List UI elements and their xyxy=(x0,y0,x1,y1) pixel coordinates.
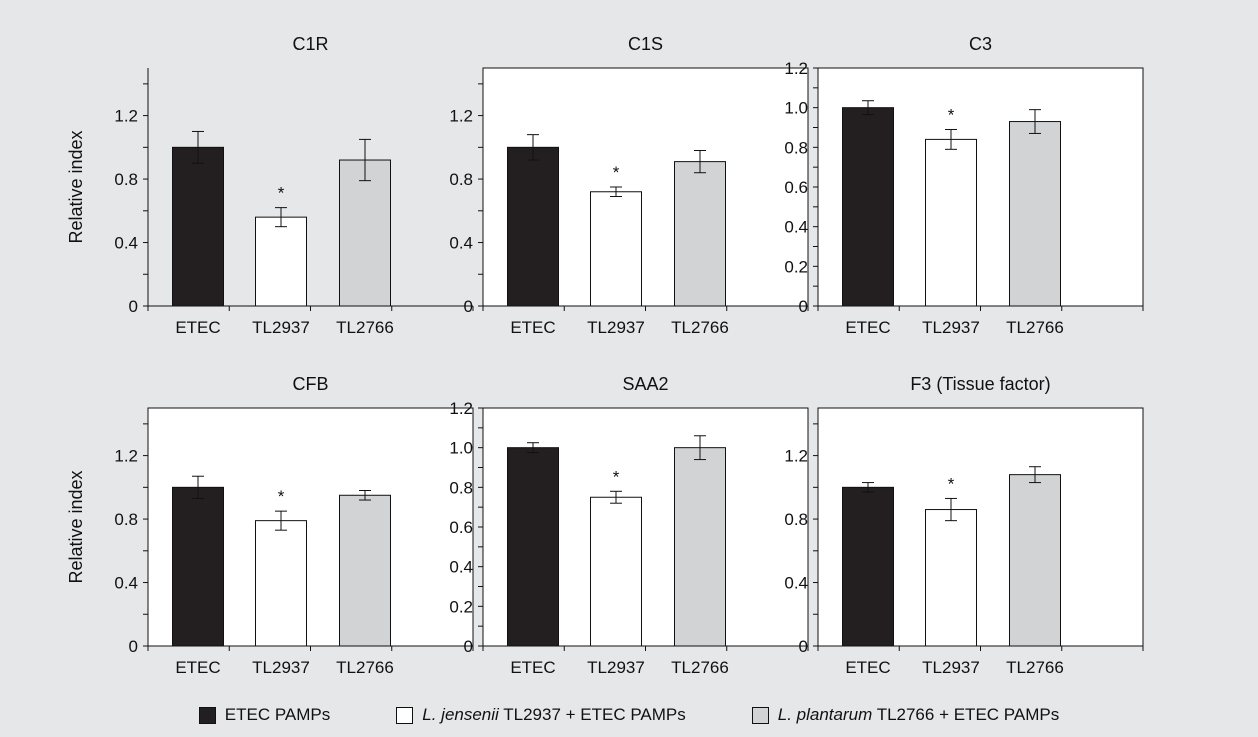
legend-species-tl2937: L. jensenii xyxy=(422,705,499,724)
bar-etec xyxy=(507,447,559,647)
legend-item-tl2766: L. plantarum TL2766 + ETEC PAMPs xyxy=(751,705,1060,725)
category-label: ETEC xyxy=(175,318,220,337)
y-tick-label: 0.4 xyxy=(449,234,473,253)
significance-marker: * xyxy=(278,184,285,203)
y-tick-label: 1.2 xyxy=(784,59,808,78)
bar-etec xyxy=(507,146,559,307)
panel-title: CFB xyxy=(293,374,329,394)
y-tick-label: 1.2 xyxy=(114,447,138,466)
significance-marker: * xyxy=(613,467,620,486)
y-tick-label: 0.4 xyxy=(114,234,138,253)
bar-tl2766 xyxy=(674,447,726,647)
category-label: TL2766 xyxy=(671,658,729,677)
legend-label-tl2937: L. jensenii TL2937 + ETEC PAMPs xyxy=(422,705,686,724)
bar-tl2766 xyxy=(1009,121,1061,307)
y-tick-label: 0.4 xyxy=(784,574,808,593)
y-tick-label: 1.2 xyxy=(449,107,473,126)
significance-marker: * xyxy=(948,474,955,493)
category-label: TL2937 xyxy=(587,318,645,337)
legend-species-tl2766: L. plantarum xyxy=(777,705,873,724)
panel-title: C1S xyxy=(628,34,663,54)
category-label: ETEC xyxy=(510,658,555,677)
y-tick-label: 0 xyxy=(799,637,808,656)
y-tick-label: 0.8 xyxy=(449,170,473,189)
y-tick-label: 0.8 xyxy=(114,170,138,189)
y-tick-label: 1.0 xyxy=(449,439,473,458)
y-tick-label: 0 xyxy=(129,297,138,316)
bar-tl2766 xyxy=(339,159,391,307)
legend-item-tl2937: L. jensenii TL2937 + ETEC PAMPs xyxy=(396,705,686,725)
category-label: ETEC xyxy=(175,658,220,677)
y-tick-label: 1.0 xyxy=(784,99,808,118)
y-tick-label: 0.6 xyxy=(784,178,808,197)
category-label: TL2766 xyxy=(1006,318,1064,337)
y-tick-label: 0.4 xyxy=(449,558,473,577)
legend: ETEC PAMPs L. jensenii TL2937 + ETEC PAM… xyxy=(0,702,1258,728)
category-label: TL2766 xyxy=(671,318,729,337)
y-tick-label: 0.2 xyxy=(449,597,473,616)
category-label: TL2937 xyxy=(587,658,645,677)
y-axis-label: Relative index xyxy=(66,470,86,583)
y-tick-label: 0.8 xyxy=(449,478,473,497)
bar-etec xyxy=(172,146,224,307)
category-label: ETEC xyxy=(510,318,555,337)
legend-swatch-tl2766 xyxy=(751,706,769,724)
legend-label-etec: ETEC PAMPs xyxy=(224,705,331,724)
bar-tl2937 xyxy=(255,520,307,647)
bar-tl2937 xyxy=(590,496,642,647)
y-tick-label: 1.2 xyxy=(449,399,473,418)
bar-tl2937 xyxy=(925,138,977,307)
legend-label-tl2766: L. plantarum TL2766 + ETEC PAMPs xyxy=(777,705,1060,724)
bar-etec xyxy=(842,486,894,647)
y-tick-label: 1.2 xyxy=(784,447,808,466)
y-axis-label: Relative index xyxy=(66,130,86,243)
y-tick-label: 0 xyxy=(464,637,473,656)
bar-tl2937 xyxy=(925,509,977,647)
bar-tl2766 xyxy=(339,494,391,647)
category-label: ETEC xyxy=(845,658,890,677)
bar-tl2937 xyxy=(255,216,307,307)
category-label: ETEC xyxy=(845,318,890,337)
category-label: TL2766 xyxy=(336,658,394,677)
y-tick-label: 0.8 xyxy=(784,138,808,157)
y-tick-label: 0 xyxy=(799,297,808,316)
y-tick-label: 0.8 xyxy=(784,510,808,529)
y-tick-label: 0.4 xyxy=(784,218,808,237)
y-tick-label: 0.6 xyxy=(449,518,473,537)
panel-title: C1R xyxy=(292,34,328,54)
bar-etec xyxy=(172,486,224,647)
legend-swatch-etec xyxy=(198,706,216,724)
bar-tl2937 xyxy=(590,191,642,307)
category-label: TL2937 xyxy=(252,318,310,337)
bar-tl2766 xyxy=(674,161,726,307)
bar-tl2766 xyxy=(1009,474,1061,647)
panel-title: SAA2 xyxy=(622,374,668,394)
panel-title: F3 (Tissue factor) xyxy=(910,374,1050,394)
category-label: TL2766 xyxy=(1006,658,1064,677)
y-tick-label: 0.4 xyxy=(114,574,138,593)
category-label: TL2937 xyxy=(922,318,980,337)
y-tick-label: 1.2 xyxy=(114,107,138,126)
significance-marker: * xyxy=(278,487,285,506)
category-label: TL2937 xyxy=(252,658,310,677)
legend-item-etec: ETEC PAMPs xyxy=(198,705,331,725)
y-tick-label: 0 xyxy=(129,637,138,656)
bar-etec xyxy=(842,107,894,307)
category-label: TL2766 xyxy=(336,318,394,337)
significance-marker: * xyxy=(948,105,955,124)
y-tick-label: 0.8 xyxy=(114,510,138,529)
panel-title: C3 xyxy=(969,34,992,54)
category-label: TL2937 xyxy=(922,658,980,677)
y-tick-label: 0.2 xyxy=(784,257,808,276)
legend-swatch-tl2937 xyxy=(396,706,414,724)
y-tick-label: 0 xyxy=(464,297,473,316)
significance-marker: * xyxy=(613,163,620,182)
